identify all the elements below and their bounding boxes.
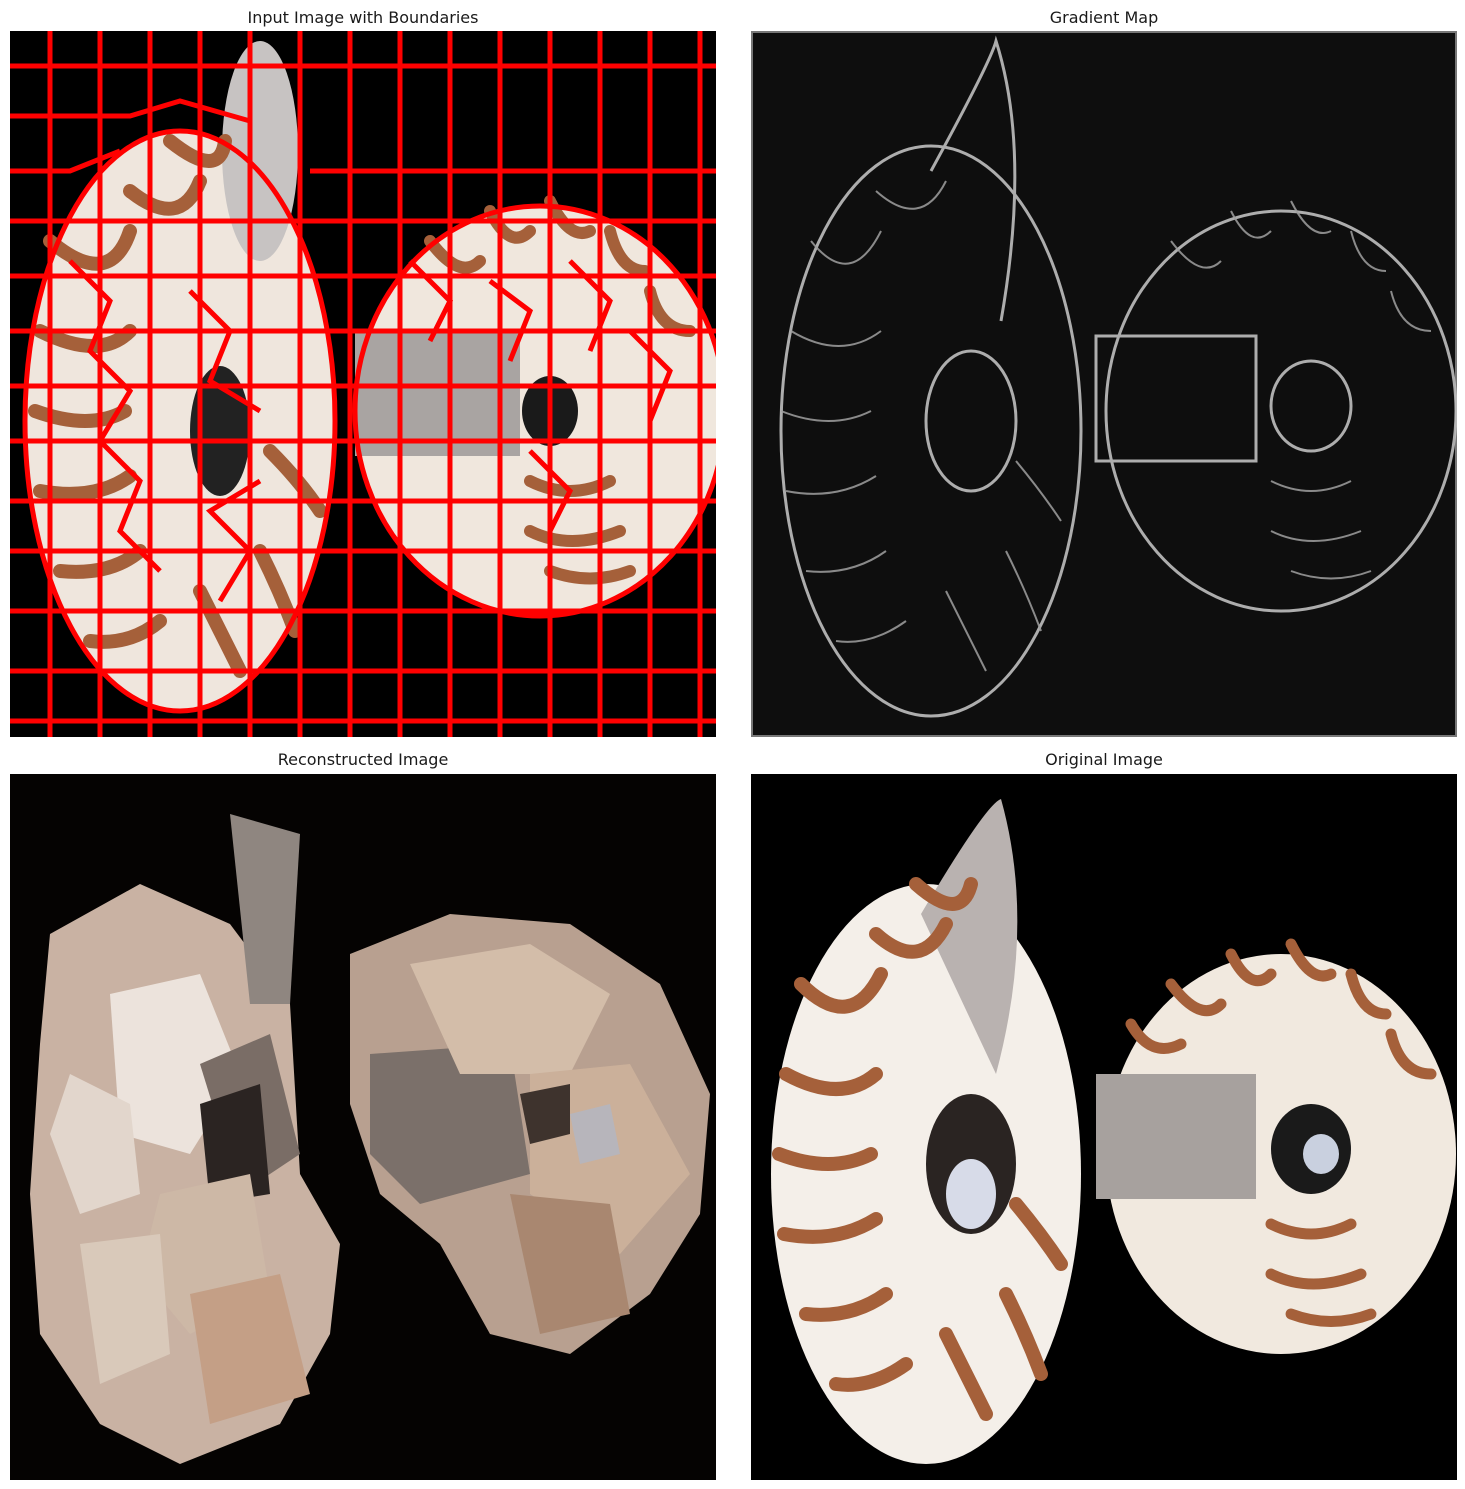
panel-title-gradient: Gradient Map [1049,8,1159,27]
panel-title-reconstructed: Reconstructed Image [277,750,449,769]
gradient-map [751,31,1457,737]
original-image [751,774,1457,1480]
panel-title-original: Original Image [1045,750,1163,769]
input-image-with-boundaries [10,31,716,737]
reconstructed-image [10,774,716,1480]
panel-title-input: Input Image with Boundaries [247,8,479,27]
